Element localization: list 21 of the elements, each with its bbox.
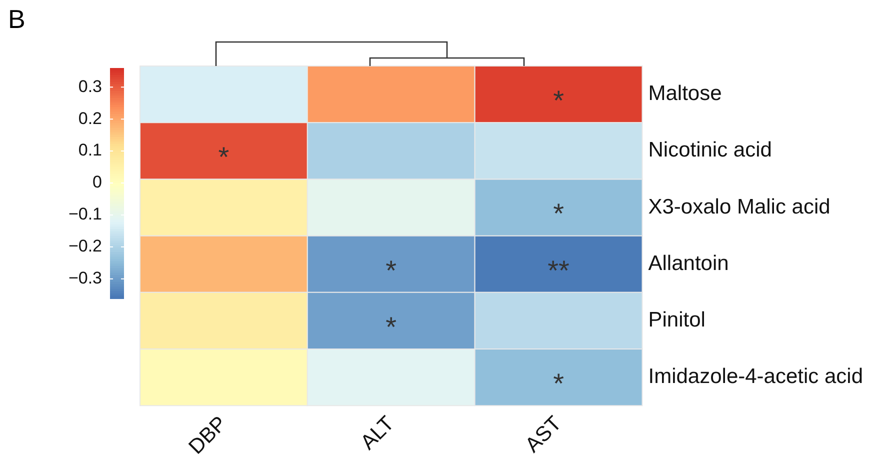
text: B bbox=[8, 4, 26, 35]
color-bar-label: −0.3 bbox=[68, 268, 102, 288]
y-tick-label: Imidazole-4-acetic acid bbox=[648, 365, 864, 388]
data-label: * bbox=[386, 311, 397, 342]
color-bar-label: −0.1 bbox=[68, 204, 102, 224]
data-label: * bbox=[386, 254, 397, 286]
color-bar-label: 0.1 bbox=[78, 140, 102, 160]
data-label: * bbox=[553, 368, 564, 400]
y-tick-label: Nicotinic acid bbox=[648, 138, 772, 162]
y-tick-label: Pinitol bbox=[648, 308, 706, 332]
color-bar-label: −0.2 bbox=[68, 236, 102, 256]
data-label: * bbox=[553, 198, 564, 230]
data-label: * bbox=[218, 142, 230, 173]
data-label: ** bbox=[548, 254, 570, 286]
y-tick-label: Allantoin bbox=[648, 252, 729, 275]
color-bar-label: 0.2 bbox=[78, 108, 102, 128]
y-tick-label: X3-oxalo Malic acid bbox=[648, 195, 830, 218]
data-label: * bbox=[553, 85, 564, 116]
color-bar-label: 0 bbox=[92, 172, 102, 192]
color-bar-label: 0.3 bbox=[78, 76, 102, 96]
y-tick-label: Maltose bbox=[648, 82, 722, 106]
